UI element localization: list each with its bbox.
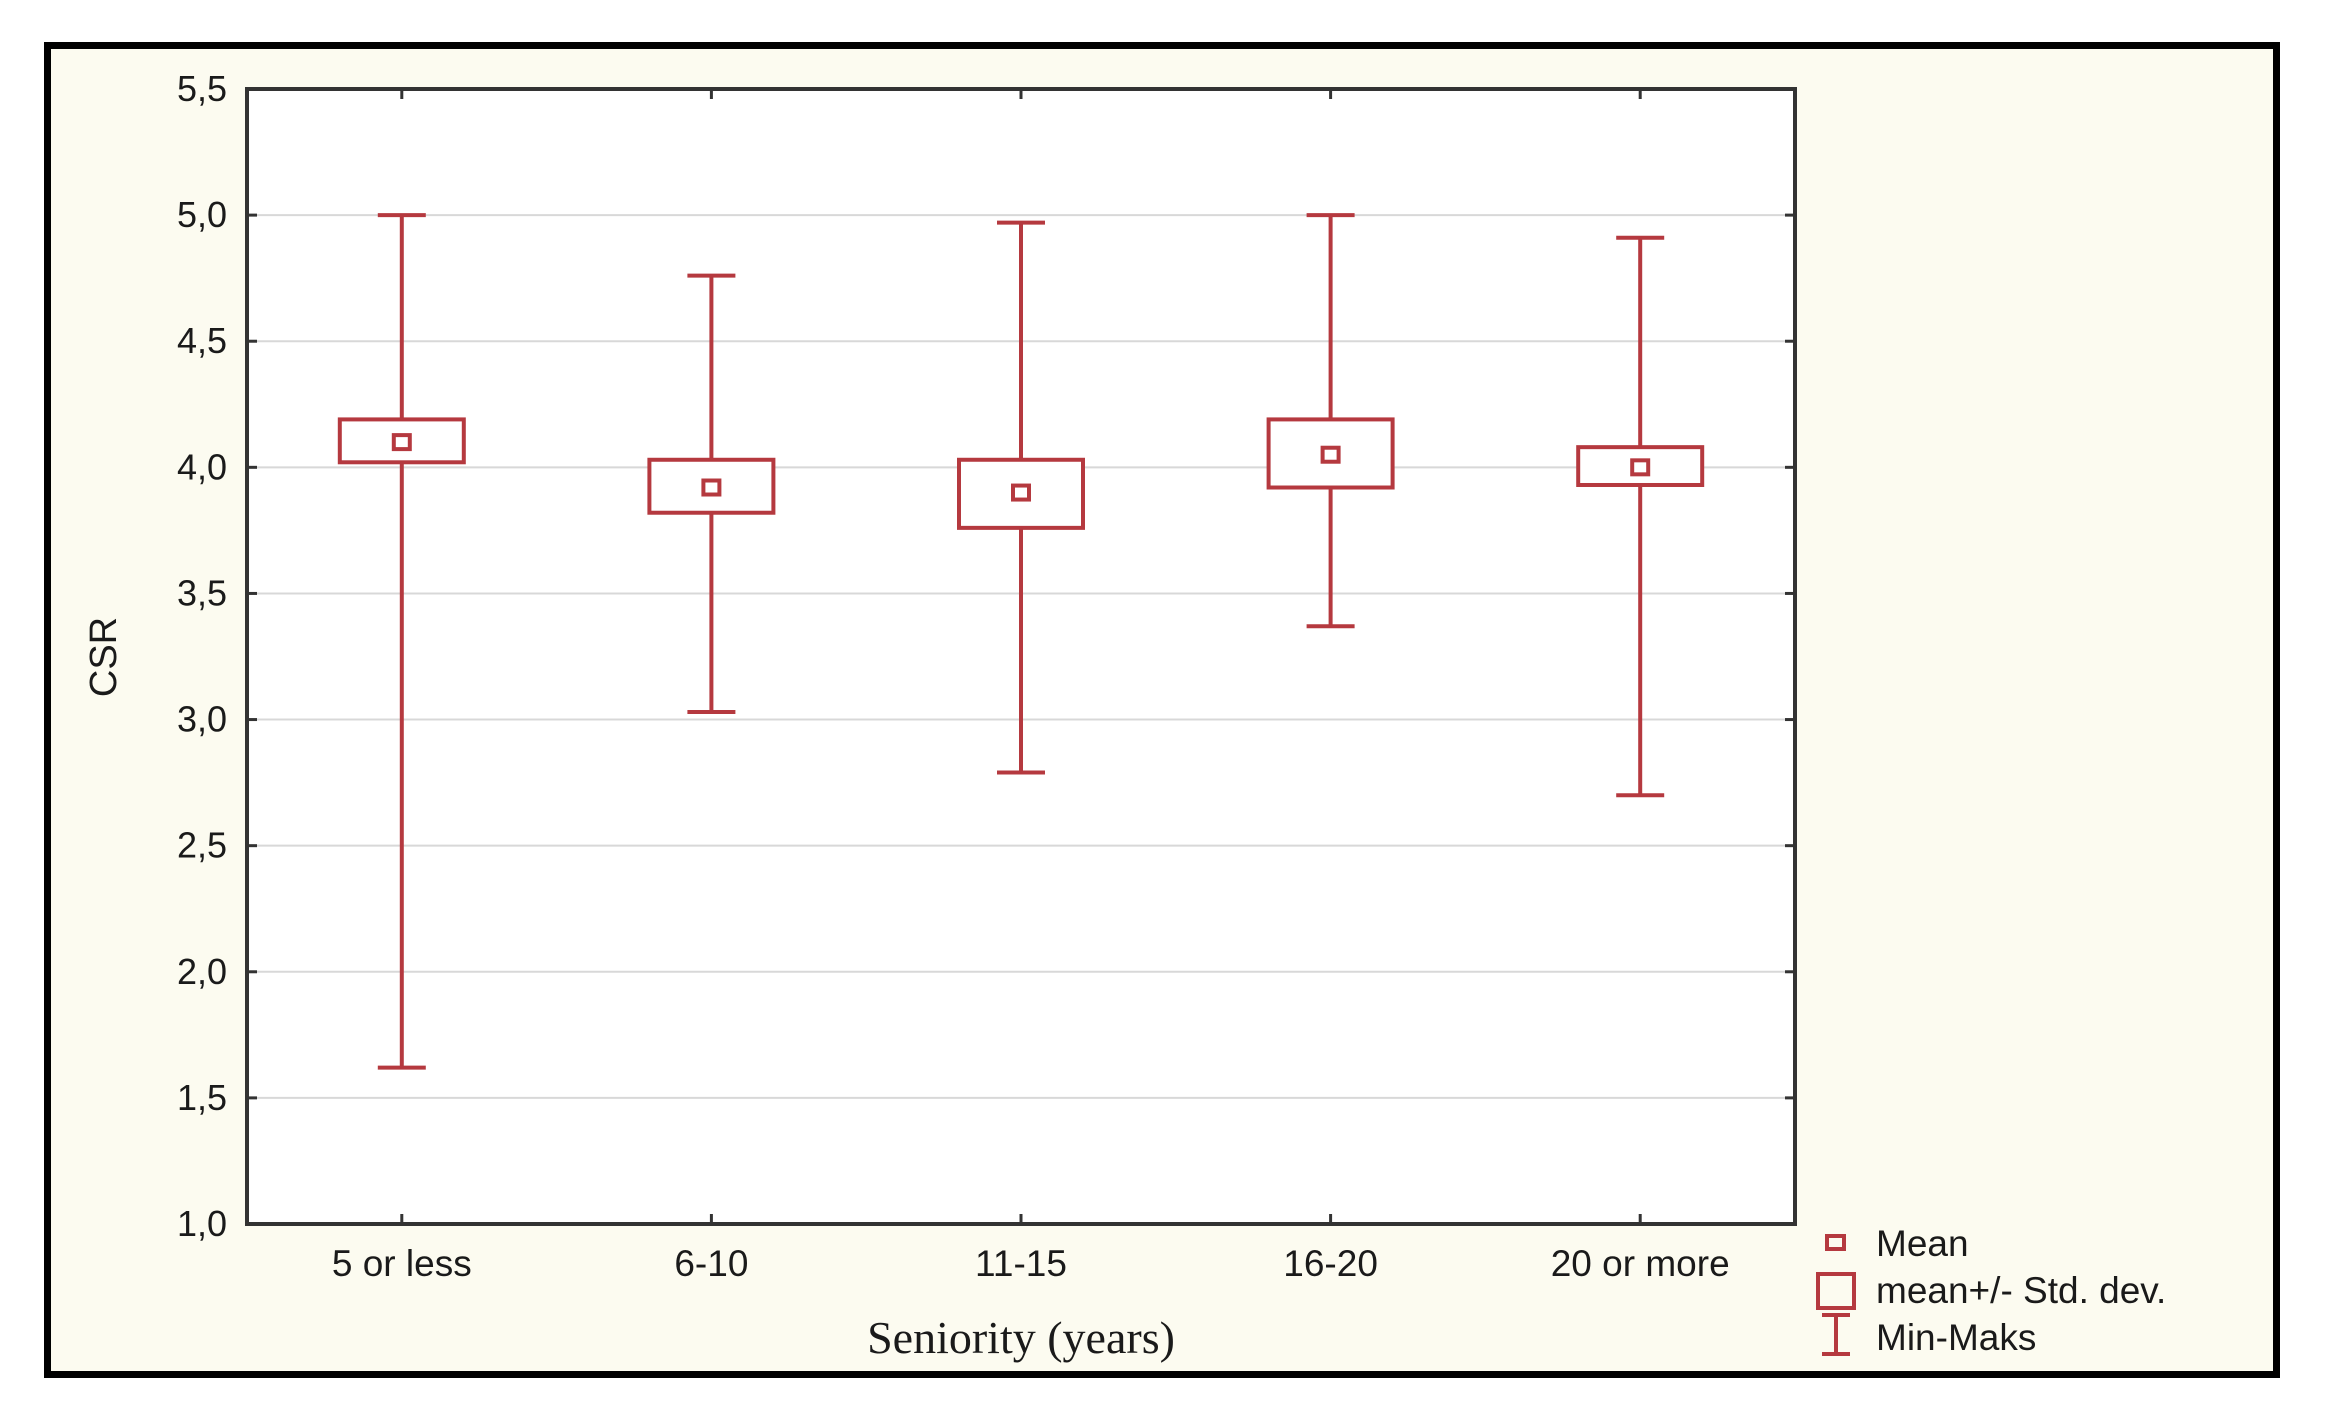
x-tick-label: 11-15 <box>975 1243 1067 1284</box>
category-group <box>1576 235 1705 798</box>
y-tick-label: 5,5 <box>177 68 227 109</box>
mean-marker <box>1630 458 1651 477</box>
legend-mean-marker <box>1825 1234 1846 1251</box>
y-axis-label: CSR <box>83 617 125 697</box>
category-group <box>1266 213 1395 629</box>
y-tick-label: 4,0 <box>177 446 227 487</box>
y-tick-label: 3,5 <box>177 572 227 613</box>
category-group <box>337 213 466 1070</box>
y-tick-label: 4,5 <box>177 320 227 361</box>
x-tick-label: 16-20 <box>1283 1243 1378 1284</box>
legend-std-label: mean+/- Std. dev. <box>1876 1270 2166 1311</box>
category-group <box>957 220 1085 775</box>
mean-marker <box>1320 445 1341 464</box>
y-tick-label: 1,5 <box>177 1077 227 1118</box>
legend: Mean mean+/- Std. dev. Min-Maks <box>1816 1223 2166 1358</box>
y-tick-label: 5,0 <box>177 194 227 235</box>
plot-border <box>245 87 1797 1226</box>
data-series <box>337 213 1705 1070</box>
legend-range-marker <box>1822 1313 1850 1356</box>
y-axis-ticks: 1,0 1,5 2,0 2,5 3,0 3,5 4,0 4,5 5,0 5,5 <box>177 68 1795 1244</box>
legend-std-marker <box>1816 1272 1856 1310</box>
x-tick-label: 20 or more <box>1551 1243 1730 1284</box>
y-tick-label: 3,0 <box>177 699 227 740</box>
x-axis-ticks: 5 or less 6-10 11-15 16-20 20 or more <box>332 89 1730 1284</box>
mean-marker <box>1011 483 1031 502</box>
mean-marker <box>391 433 412 452</box>
legend-range-label: Min-Maks <box>1876 1317 2036 1358</box>
mean-marker <box>701 478 722 497</box>
y-tick-label: 2,5 <box>177 825 227 866</box>
x-tick-label: 5 or less <box>332 1243 472 1284</box>
legend-mean-label: Mean <box>1876 1223 1969 1264</box>
category-group <box>647 273 776 714</box>
y-tick-label: 1,0 <box>177 1203 227 1244</box>
x-tick-label: 6-10 <box>674 1243 748 1284</box>
x-axis-label: Seniority (years) <box>867 1312 1175 1363</box>
y-tick-label: 2,0 <box>177 951 227 992</box>
